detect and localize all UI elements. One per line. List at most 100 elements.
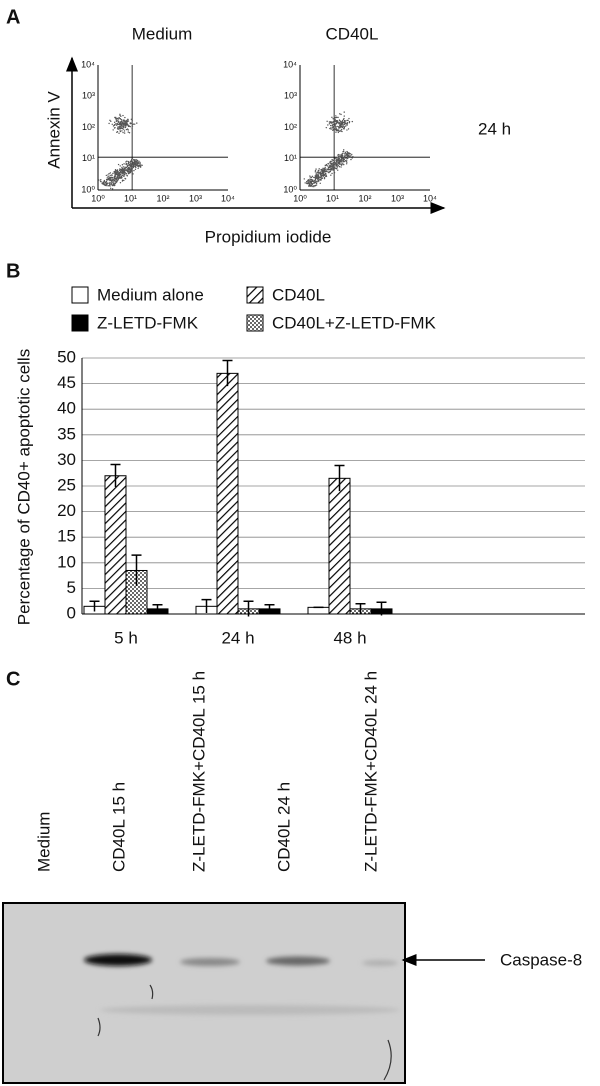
event-dot [131,165,133,167]
legend-swatch [246,314,264,332]
event-dot [309,182,311,184]
event-dot [137,162,140,164]
event-dot [335,121,337,123]
event-dot [343,126,346,128]
event-dot [109,181,111,184]
event-dot [313,185,315,187]
bar [216,372,239,615]
event-dot [103,183,105,186]
event-dot [336,125,338,128]
event-dot [123,163,125,165]
event-dot [344,152,347,154]
event-dot [337,163,339,165]
event-dot [315,181,318,183]
event-dot [114,169,117,171]
event-dot [342,160,344,163]
event-dot [112,180,114,182]
event-dot [136,122,138,124]
y-tick-label: 40 [57,399,76,418]
event-dot [321,174,324,177]
event-dot [111,123,113,125]
axis-label: Annexin V [44,91,63,169]
event-dot [107,174,109,176]
event-dot [338,160,341,162]
y-tick-label: 25 [57,475,76,494]
event-dot [118,174,120,176]
tick-label: 10¹ [124,193,137,203]
event-dot [341,163,343,165]
event-dot [309,185,312,187]
event-dot [125,128,128,131]
event-dot [108,122,110,125]
event-dot [330,162,332,165]
event-dot [124,126,127,128]
event-dot [346,121,349,124]
event-dot [320,169,322,171]
x-tick-label: 5 h [114,628,138,647]
event-dot [330,166,332,168]
event-dot [335,115,337,117]
event-dot [116,122,119,125]
event-dot [333,172,336,174]
event-dot [322,168,324,170]
event-dot [118,117,120,120]
event-dot [310,176,313,179]
event-dot [124,116,126,119]
event-cloud [303,111,354,188]
lane-labels: Medium CD40L 15 h Z-LETD-FMK+CD40L 15 h CD4… [34,671,380,872]
event-dot [339,163,341,166]
event-dot [339,127,341,129]
event-dot [138,160,140,163]
event-dot [128,163,131,166]
event-dot [116,177,119,179]
event-dot [138,164,141,166]
event-dot [122,121,124,123]
event-dot [345,153,348,155]
event-dot [341,126,344,129]
event-dot [344,155,346,157]
event-dot [110,176,112,179]
event-dot [314,171,317,173]
event-dot [303,178,305,180]
event-dot [314,177,317,179]
y-tick-label: 30 [57,450,76,469]
event-dot [312,179,314,181]
event-dot [128,169,131,171]
event-dot [326,165,329,167]
event-dot [346,123,349,125]
event-dot [114,177,116,179]
tick-label: 10⁴ [221,193,235,203]
event-dot [349,155,351,157]
event-dot [122,131,124,134]
event-dot [351,120,354,123]
tick-label: 10² [284,122,297,132]
event-dot [341,122,343,124]
event-dot [107,178,110,181]
event-dot [340,164,343,166]
tick-label: 10⁰ [293,193,307,203]
tick-label: 10⁴ [423,193,437,203]
event-dot [323,176,326,179]
event-dot [121,169,123,171]
event-dot [332,159,334,162]
y-tick-label: 35 [57,424,76,443]
error-bar [264,604,275,613]
event-dot [307,180,310,182]
event-dot [341,153,343,155]
y-tick-label: 45 [57,373,76,392]
error-bar [131,554,142,586]
event-dot [317,179,319,182]
event-dot [347,154,350,156]
event-dot [128,170,130,173]
event-dot [127,129,129,131]
event-dot [120,115,122,118]
event-dot [339,113,341,115]
event-dot [129,161,132,163]
event-dot [113,184,116,187]
event-dot [127,131,129,133]
event-dot [106,177,108,179]
event-dot [131,118,133,121]
event-dot [134,163,136,165]
background-band [100,1005,400,1015]
event-dot [340,121,343,123]
